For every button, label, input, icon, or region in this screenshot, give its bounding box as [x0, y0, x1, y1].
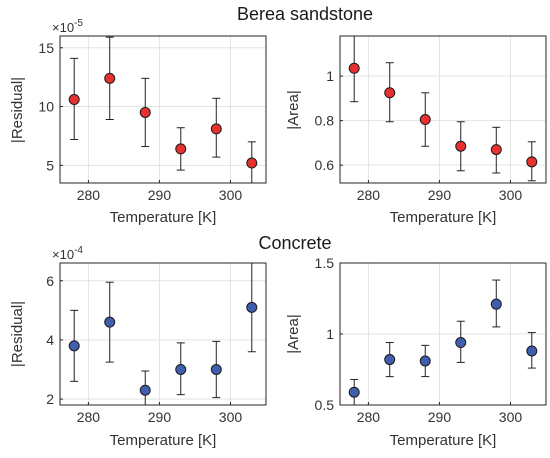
concrete-area-ylabel: |Area| [285, 314, 302, 353]
berea-area-data-point [348, 62, 360, 74]
berea-residual-ytick-label: 5 [46, 157, 54, 173]
berea-area-data-point [526, 156, 538, 168]
concrete-residual-data-point [139, 384, 151, 396]
berea-residual-data-point [246, 157, 258, 169]
concrete-area-ytick-label: 0.5 [315, 397, 335, 413]
berea-residual-data-point [175, 143, 187, 155]
concrete-residual-exponent-label: ×10-4 [52, 245, 83, 262]
concrete-residual-data-point [104, 316, 116, 328]
berea-residual-data-point [104, 72, 116, 84]
berea-area-plot-area [340, 36, 546, 183]
concrete-residual-data [68, 263, 258, 405]
berea-residual-exponent-label: ×10-5 [52, 18, 83, 35]
concrete-residual-ytick-label: 2 [46, 391, 54, 407]
concrete-area-data-point [348, 386, 360, 398]
title-concrete: Concrete [258, 233, 331, 253]
concrete-residual-xtick-label: 290 [148, 409, 172, 425]
berea-residual-xtick-label: 290 [148, 187, 172, 203]
concrete-area-data-point [526, 345, 538, 357]
concrete-area-data-point [455, 337, 467, 349]
berea-residual-xlabel: Temperature [K] [110, 209, 217, 226]
berea-area-xtick-label: 300 [499, 187, 523, 203]
berea-residual-axes-box [59, 35, 267, 184]
concrete-residual-ytick-label: 4 [46, 332, 54, 348]
berea-residual-xtick-label: 300 [219, 187, 243, 203]
berea-residual-xtick-label: 280 [77, 187, 101, 203]
concrete-residual-ylabel: |Residual| [9, 301, 26, 367]
berea-area-axes-box [339, 35, 547, 184]
concrete-area-xtick-label: 280 [357, 409, 381, 425]
concrete-area-data-point [384, 354, 396, 366]
berea-area-xtick-label: 290 [428, 187, 452, 203]
berea-area-data-point [419, 114, 431, 126]
berea-area-data [348, 36, 538, 182]
berea-area-data-point [384, 87, 396, 99]
berea-residual-plot-area [60, 36, 266, 183]
berea-area-plot: 280 290 300 0.6 0.8 1 Temperature [K] |Area| [285, 35, 547, 226]
berea-residual-ylabel: |Residual| [9, 77, 26, 143]
concrete-area-xlabel: Temperature [K] [390, 432, 497, 449]
concrete-residual-xtick-label: 300 [219, 409, 243, 425]
concrete-area-data [348, 279, 538, 405]
concrete-area-plot: 280 290 300 0.5 1 1.5 Temperature [K] |Area| [285, 255, 547, 449]
berea-residual-ytick-label: 15 [38, 40, 54, 56]
concrete-residual-plot-area [60, 263, 266, 405]
concrete-residual-xlabel: Temperature [K] [110, 432, 217, 449]
berea-area-xlabel: Temperature [K] [390, 209, 497, 226]
concrete-residual-xtick-label: 280 [77, 409, 101, 425]
berea-area-data-point [490, 144, 502, 156]
berea-residual-data-point [210, 123, 222, 135]
concrete-residual-ytick-label: 6 [46, 273, 54, 289]
berea-residual-ytick-label: 10 [38, 99, 54, 115]
concrete-area-xtick-label: 290 [428, 409, 452, 425]
concrete-area-ytick-label: 1 [326, 326, 334, 342]
concrete-residual-axes-box [59, 262, 267, 406]
concrete-residual-data-point [210, 364, 222, 375]
berea-residual-data-point [68, 94, 80, 106]
berea-area-xtick-label: 280 [357, 187, 381, 203]
concrete-area-data-point [419, 355, 431, 367]
concrete-residual-data-point [246, 301, 258, 313]
berea-area-ytick-label: 1 [326, 68, 334, 84]
concrete-residual-data-point [175, 364, 187, 375]
concrete-residual-plot: 280 290 300 2 4 6 Temperature [K] |Residual| ×10… [9, 245, 267, 449]
berea-residual-data-point [139, 106, 151, 118]
concrete-area-data-point [490, 298, 502, 310]
title-berea-sandstone: Berea sandstone [237, 4, 373, 24]
berea-area-ytick-label: 0.6 [315, 157, 335, 173]
subplot-group: 280 290 300 5 10 15 Temperature [K] |Residual| ×… [9, 18, 547, 449]
concrete-residual-data-point [68, 340, 80, 352]
berea-area-data-point [455, 140, 467, 152]
concrete-area-ytick-label: 1.5 [315, 255, 335, 271]
berea-area-ylabel: |Area| [285, 90, 302, 129]
concrete-area-xtick-label: 300 [499, 409, 523, 425]
berea-residual-data [68, 36, 258, 183]
berea-residual-plot: 280 290 300 5 10 15 Temperature [K] |Residual| ×… [9, 18, 267, 226]
berea-area-ytick-label: 0.8 [315, 113, 335, 129]
